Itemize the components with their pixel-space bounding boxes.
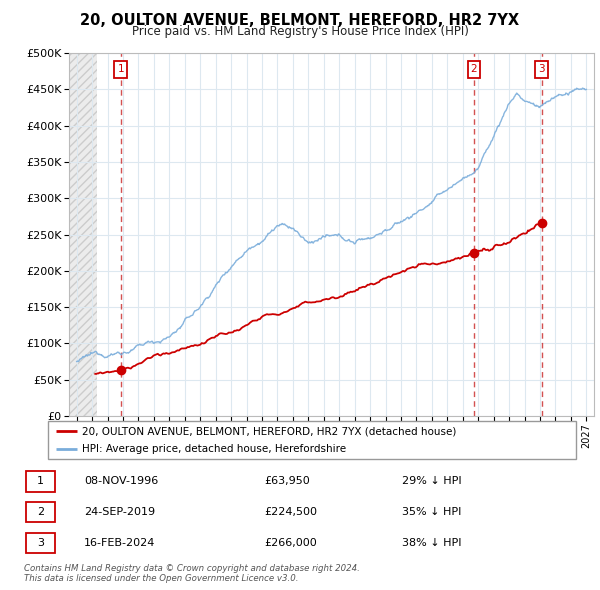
Text: 20, OULTON AVENUE, BELMONT, HEREFORD, HR2 7YX (detached house): 20, OULTON AVENUE, BELMONT, HEREFORD, HR… xyxy=(82,426,457,436)
Text: 1: 1 xyxy=(118,64,124,74)
FancyBboxPatch shape xyxy=(26,502,55,522)
Text: 3: 3 xyxy=(538,64,545,74)
Text: 08-NOV-1996: 08-NOV-1996 xyxy=(84,477,158,486)
Text: 20, OULTON AVENUE, BELMONT, HEREFORD, HR2 7YX: 20, OULTON AVENUE, BELMONT, HEREFORD, HR… xyxy=(80,13,520,28)
Text: 29% ↓ HPI: 29% ↓ HPI xyxy=(402,477,461,486)
Text: £266,000: £266,000 xyxy=(264,538,317,548)
Bar xyxy=(69,53,97,416)
Text: 35% ↓ HPI: 35% ↓ HPI xyxy=(402,507,461,517)
Text: 2: 2 xyxy=(471,64,478,74)
Text: 16-FEB-2024: 16-FEB-2024 xyxy=(84,538,155,548)
Text: 2: 2 xyxy=(37,507,44,517)
FancyBboxPatch shape xyxy=(26,533,55,553)
Text: £63,950: £63,950 xyxy=(264,477,310,486)
Text: Price paid vs. HM Land Registry's House Price Index (HPI): Price paid vs. HM Land Registry's House … xyxy=(131,25,469,38)
Text: 38% ↓ HPI: 38% ↓ HPI xyxy=(402,538,461,548)
Text: 1: 1 xyxy=(37,477,44,486)
Text: 3: 3 xyxy=(37,538,44,548)
Bar xyxy=(69,53,97,416)
FancyBboxPatch shape xyxy=(26,471,55,491)
Text: £224,500: £224,500 xyxy=(264,507,317,517)
FancyBboxPatch shape xyxy=(48,421,576,459)
Text: 24-SEP-2019: 24-SEP-2019 xyxy=(84,507,155,517)
Text: Contains HM Land Registry data © Crown copyright and database right 2024.
This d: Contains HM Land Registry data © Crown c… xyxy=(24,563,360,583)
Text: HPI: Average price, detached house, Herefordshire: HPI: Average price, detached house, Here… xyxy=(82,444,346,454)
